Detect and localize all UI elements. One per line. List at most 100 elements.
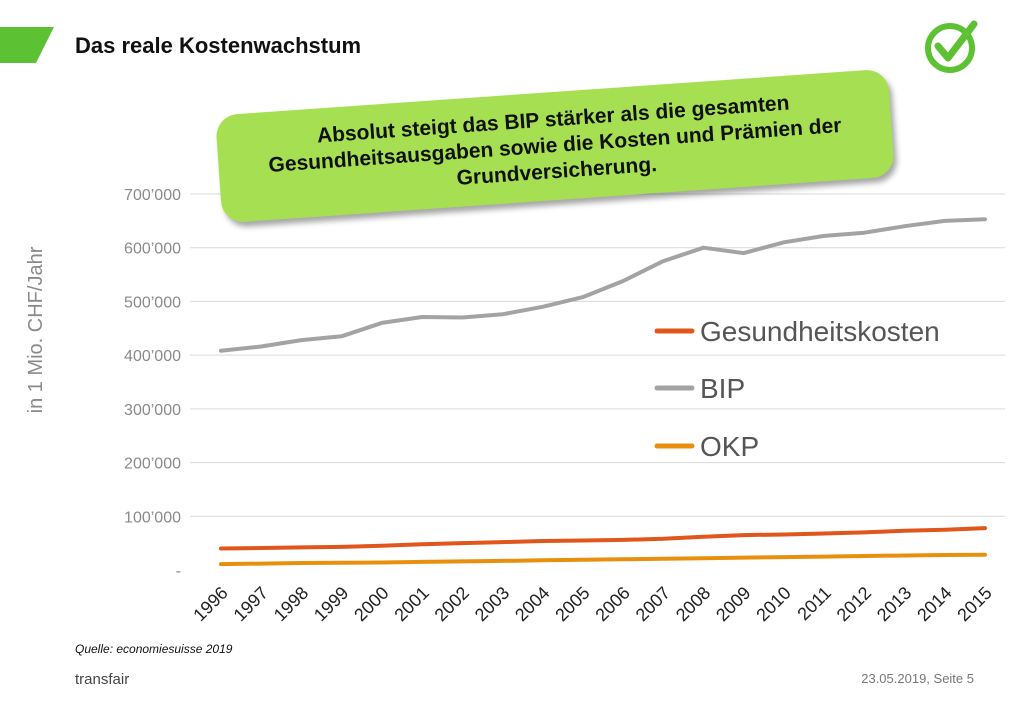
data-point (903, 529, 907, 533)
y-tick-label: 300’000 (124, 402, 181, 419)
x-tick-label: 2001 (390, 583, 432, 625)
data-point (219, 547, 223, 551)
data-point (943, 553, 947, 557)
data-point (380, 321, 384, 325)
x-tick-labels: 1996199719981999200020012002200320042005… (189, 583, 995, 625)
data-point (380, 560, 384, 564)
footer-brand: transfair (75, 671, 130, 688)
checkmark-circle-icon (925, 20, 978, 73)
y-tick-label: 100’000 (124, 509, 181, 526)
data-point (581, 295, 585, 299)
y-tick-label: 600’000 (124, 241, 181, 258)
data-point (943, 219, 947, 223)
data-point (782, 555, 786, 559)
data-point (621, 557, 625, 561)
x-tick-label: 1998 (270, 583, 312, 625)
data-point (943, 528, 947, 532)
data-point (742, 533, 746, 537)
data-point (983, 553, 987, 557)
y-tick-label: 200’000 (124, 456, 181, 473)
data-point (983, 526, 987, 530)
data-point (259, 546, 263, 550)
data-point (822, 555, 826, 559)
data-point (460, 559, 464, 563)
x-tick-label: 2013 (873, 583, 915, 625)
footer-date: 23.05.2019, Seite 5 (861, 671, 974, 686)
data-point (420, 315, 424, 319)
data-point (340, 545, 344, 549)
data-point (903, 553, 907, 557)
data-point (460, 541, 464, 545)
x-tick-label: 2006 (591, 583, 633, 625)
data-point (661, 259, 665, 263)
x-tick-label: 2000 (350, 583, 392, 625)
data-point (661, 557, 665, 561)
x-tick-label: 2012 (833, 583, 875, 625)
x-tick-label: 2003 (471, 583, 513, 625)
legend-label: BIP (700, 373, 745, 404)
data-point (420, 542, 424, 546)
data-point (219, 562, 223, 566)
data-point (500, 559, 504, 563)
legend: Gesundheitskosten BIP OKP (654, 316, 940, 462)
y-tick-label: 500’000 (124, 294, 181, 311)
data-point (500, 540, 504, 544)
data-point (822, 531, 826, 535)
series-line-1 (219, 217, 987, 353)
x-tick-label: 2002 (431, 583, 473, 625)
x-tick-label: 2015 (953, 583, 995, 625)
data-point (420, 560, 424, 564)
x-tick-label: 2008 (672, 583, 714, 625)
x-tick-label: 1996 (189, 583, 231, 625)
data-point (742, 556, 746, 560)
data-point (541, 558, 545, 562)
data-point (340, 334, 344, 338)
data-point (380, 544, 384, 548)
x-tick-label: 2010 (752, 583, 794, 625)
data-point (621, 538, 625, 542)
data-point (862, 554, 866, 558)
data-point (299, 338, 303, 342)
y-tick-label: 400’000 (124, 348, 181, 365)
data-point (782, 240, 786, 244)
corner-accent-tab (0, 27, 54, 63)
data-point (661, 537, 665, 541)
series-lines (219, 217, 987, 567)
data-point (742, 251, 746, 255)
x-tick-label: 2014 (913, 583, 955, 625)
data-point (862, 231, 866, 235)
data-point (621, 279, 625, 283)
data-point (862, 530, 866, 534)
data-point (500, 312, 504, 316)
x-tick-label: 1999 (310, 583, 352, 625)
source-note: Quelle: economiesuisse 2019 (75, 642, 233, 656)
legend-label: OKP (700, 431, 759, 462)
data-point (581, 558, 585, 562)
x-tick-label: 2005 (551, 583, 593, 625)
x-tick-label: 2007 (632, 583, 674, 625)
series-line-0 (219, 526, 987, 551)
x-tick-label: 1997 (230, 583, 272, 625)
data-point (299, 545, 303, 549)
data-point (903, 224, 907, 228)
slide-title: Das reale Kostenwachstum (75, 33, 362, 58)
data-point (782, 533, 786, 537)
data-point (340, 561, 344, 565)
data-point (299, 561, 303, 565)
y-tick-label: 700’000 (124, 187, 181, 204)
legend-label: Gesundheitskosten (700, 316, 940, 347)
x-tick-label: 2004 (511, 583, 553, 625)
data-point (983, 217, 987, 221)
data-point (581, 538, 585, 542)
x-tick-label: 2009 (712, 583, 754, 625)
data-point (460, 316, 464, 320)
data-point (259, 562, 263, 566)
data-point (541, 539, 545, 543)
data-point (702, 556, 706, 560)
data-point (541, 305, 545, 309)
data-point (259, 345, 263, 349)
data-point (219, 349, 223, 353)
y-tick-label: - (176, 563, 181, 580)
gridlines (190, 193, 1005, 517)
